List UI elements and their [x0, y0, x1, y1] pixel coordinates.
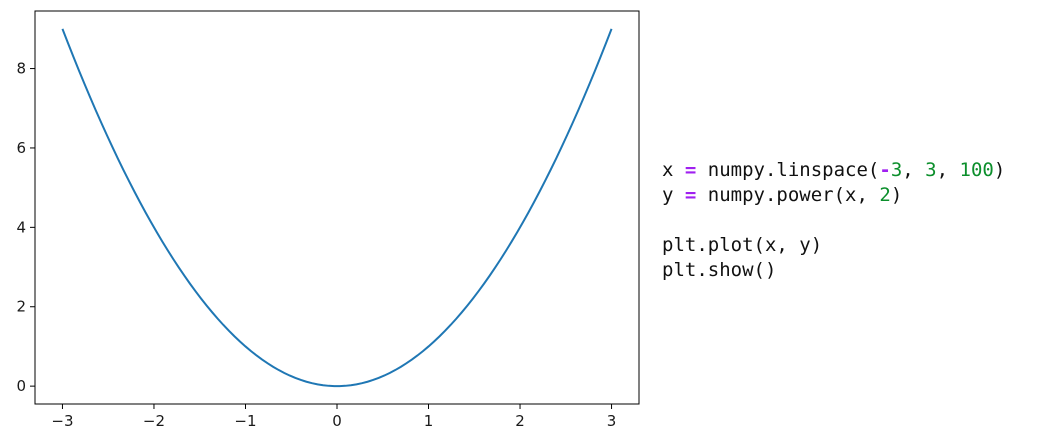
y-axis-ticks: 0 2 4 6 8: [16, 60, 35, 395]
code-text: x: [662, 159, 685, 181]
code-operator: -: [879, 159, 891, 181]
x-axis-ticks: −3 −2 −1 0 1 2 3: [51, 404, 616, 430]
y-tick-label: 6: [16, 139, 26, 157]
code-number: 2: [879, 184, 891, 206]
code-text: plt.plot(x, y): [662, 234, 823, 256]
line-chart: 0 2 4 6 8 −3 −2 −1 0 1 2 3: [16, 10, 640, 430]
plot-area-background: [35, 11, 639, 404]
code-text: plt.show(): [662, 259, 777, 281]
code-line: x = numpy.linspace(-3, 3, 100): [662, 158, 1005, 183]
code-number: 3: [890, 159, 903, 181]
y-tick-label: 4: [16, 218, 26, 236]
x-tick-label: 2: [515, 412, 525, 430]
code-operator: =: [684, 159, 697, 181]
x-tick-label: 3: [607, 412, 617, 430]
x-tick-label: −2: [143, 412, 165, 430]
code-text: numpy.power(x,: [696, 184, 880, 206]
code-line: plt.show(): [662, 258, 1005, 283]
y-tick-label: 8: [16, 60, 26, 78]
y-tick-label: 2: [16, 298, 26, 316]
y-tick-label: 0: [16, 377, 26, 395]
code-text: ,: [902, 159, 926, 181]
code-text: ): [890, 184, 903, 206]
plot-frame: [34, 10, 640, 405]
code-line: [662, 208, 1005, 233]
code-text: numpy.linspace(: [696, 159, 880, 181]
code-snippet: x = numpy.linspace(-3, 3, 100) y = numpy.…: [662, 158, 1005, 283]
code-text: y: [662, 184, 685, 206]
code-text: ,: [936, 159, 960, 181]
code-line: plt.plot(x, y): [662, 233, 1005, 258]
code-text: ): [993, 159, 1006, 181]
code-operator: =: [684, 184, 697, 206]
code-number: 100: [959, 159, 994, 181]
code-number: 3: [925, 159, 937, 181]
x-tick-label: 1: [424, 412, 434, 430]
x-tick-label: 0: [332, 412, 342, 430]
code-line: y = numpy.power(x, 2): [662, 183, 1005, 208]
series-line-y-equals-x-squared: [61, 28, 613, 388]
x-tick-label: −1: [234, 412, 256, 430]
x-tick-label: −3: [51, 412, 73, 430]
